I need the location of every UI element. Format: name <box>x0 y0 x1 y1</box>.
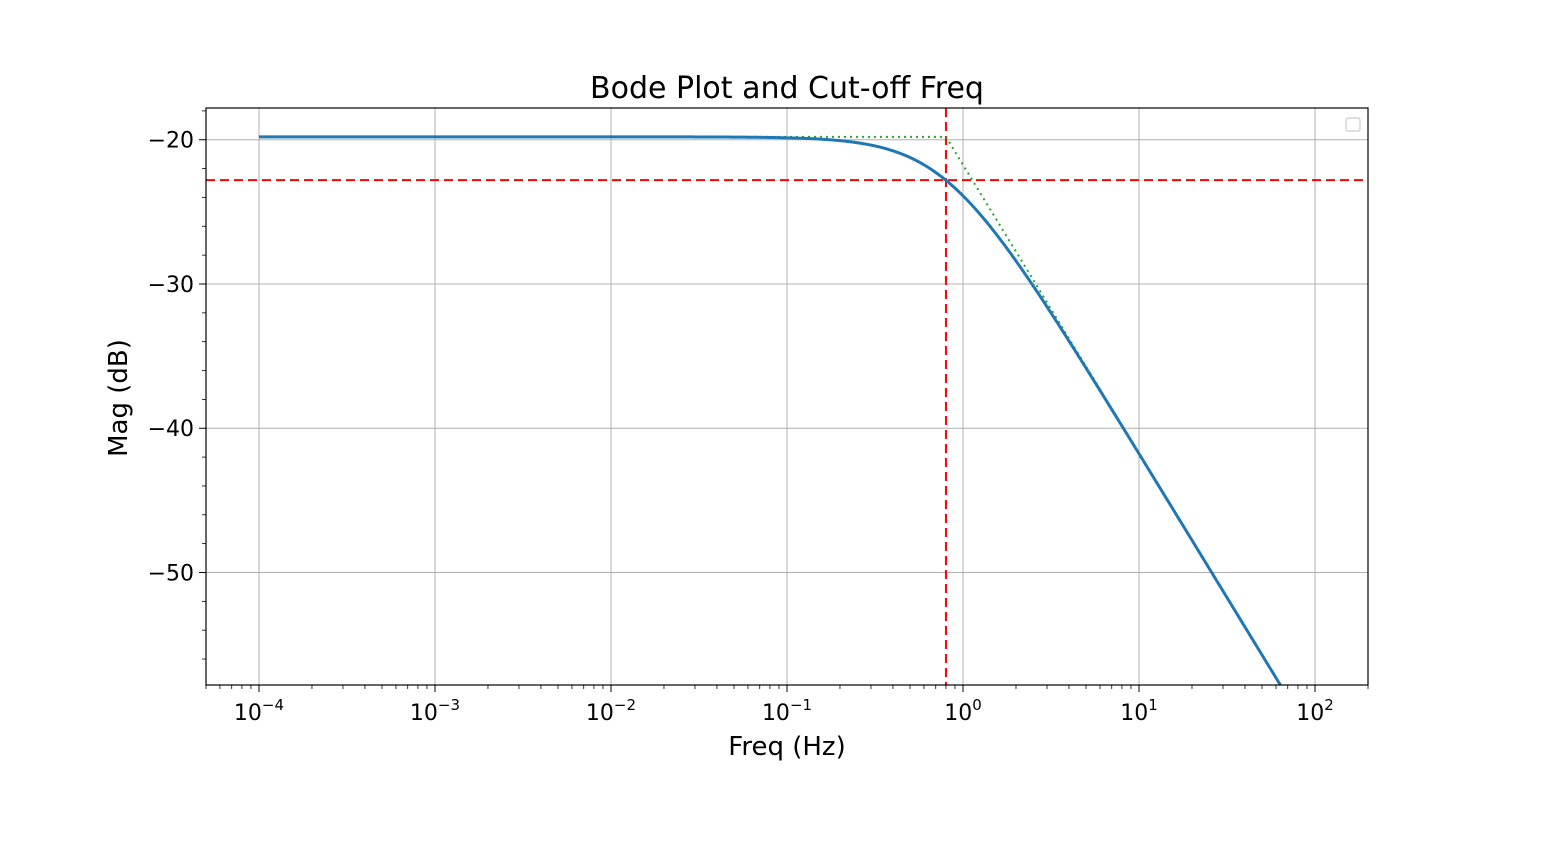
x-tick-label-base: 10 <box>944 701 972 726</box>
legend-box <box>1345 117 1361 132</box>
x-tick-label-exponent: −3 <box>438 696 460 714</box>
data-series <box>258 135 1283 685</box>
x-tick-label-base: 10 <box>586 701 614 726</box>
y-tick-label: −50 <box>148 561 194 586</box>
x-tick-label: 100 <box>944 696 982 726</box>
x-tick-label: 102 <box>1296 696 1334 726</box>
x-tick-label-exponent: −4 <box>262 696 284 714</box>
x-tick-label: 10−3 <box>410 696 460 726</box>
y-tick-label: −30 <box>148 273 194 298</box>
x-tick-label: 10−1 <box>762 696 812 726</box>
magnitude-response-line <box>258 135 1283 685</box>
x-tick-label-exponent: −1 <box>790 696 812 714</box>
y-tick-label: −20 <box>148 129 194 154</box>
chart-title: Bode Plot and Cut-off Freq <box>590 71 984 106</box>
x-tick-label-base: 10 <box>1296 701 1324 726</box>
x-tick-label-exponent: 0 <box>972 696 982 714</box>
x-tick-label-base: 10 <box>410 701 438 726</box>
cutoff-reference-lines <box>206 108 1368 685</box>
x-tick-label: 101 <box>1120 696 1158 726</box>
x-tick-label-base: 10 <box>762 701 790 726</box>
axis-ticks: 10−4 10−3 10−2 10−1 100 101 102−20−30−40−50 <box>148 110 1369 726</box>
x-axis-label: Freq (Hz) <box>728 732 845 762</box>
x-tick-label: 10−2 <box>586 696 636 726</box>
grid <box>206 108 1368 685</box>
x-tick-label-exponent: 1 <box>1148 696 1158 714</box>
x-tick-label: 10−4 <box>234 696 284 726</box>
y-axis-label: Mag (dB) <box>104 339 134 457</box>
x-tick-label-base: 10 <box>234 701 262 726</box>
x-tick-label-exponent: −2 <box>614 696 636 714</box>
x-tick-label-base: 10 <box>1120 701 1148 726</box>
y-tick-label: −40 <box>148 417 194 442</box>
x-tick-label-exponent: 2 <box>1324 696 1334 714</box>
